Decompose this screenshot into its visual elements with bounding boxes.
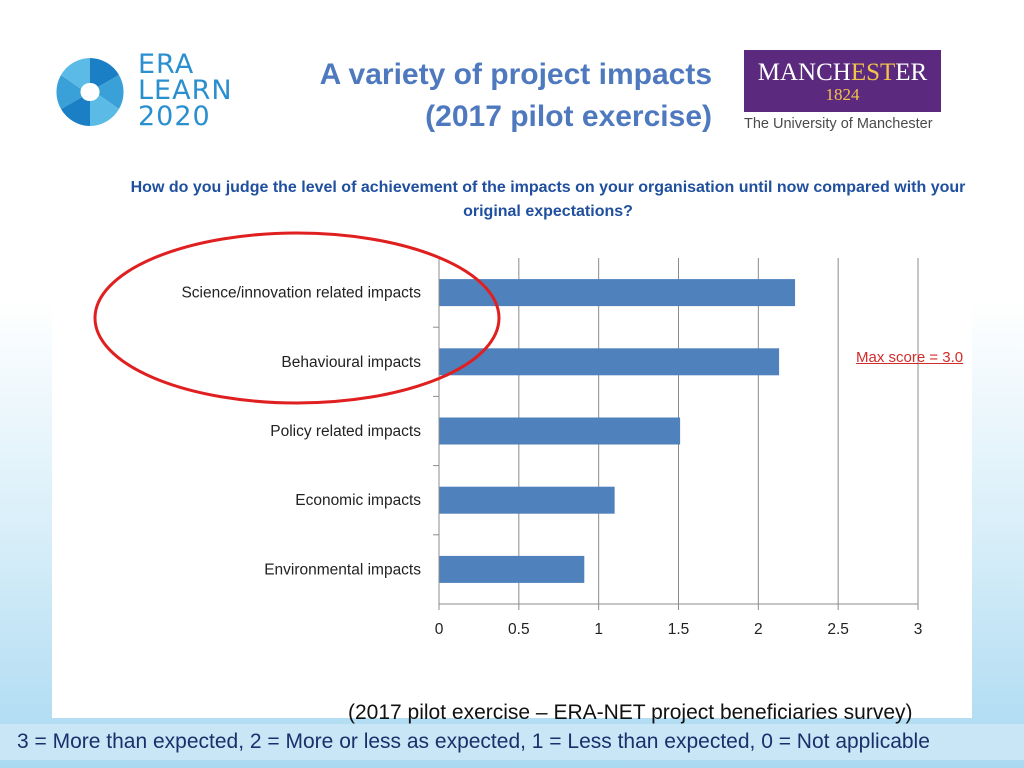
chart-labels: 0 0.5 1 1.5 2 2.5 3 Science/innovation related … [181, 285, 922, 638]
wordmark-part3: ER [895, 59, 928, 86]
x-tick-label: 2 [754, 621, 763, 638]
chart-bars [439, 279, 796, 583]
bar-5 [439, 555, 585, 583]
x-tick-label: 1 [594, 621, 603, 638]
scale-legend-text: 3 = More than expected, 2 = More or less… [17, 730, 930, 753]
wordmark-part1: MANCH [757, 59, 851, 86]
survey-question: How do you judge the level of achievemen… [130, 179, 966, 220]
logo-year-text: 2020 [138, 101, 211, 132]
wordmark-part2: EST [850, 59, 896, 86]
x-tick-label: 0 [435, 621, 444, 638]
category-label: Behavioural impacts [281, 354, 421, 371]
category-label: Policy related impacts [270, 423, 421, 440]
scale-legend-bar: 3 = More than expected, 2 = More or less… [0, 724, 1024, 760]
x-tick-label: 3 [914, 621, 923, 638]
slide-title-line2: (2017 pilot exercise) [425, 100, 712, 133]
university-subtitle: The University of Manchester [744, 116, 933, 132]
bar-3 [439, 417, 681, 445]
max-score-note: Max score = 3.0 [856, 349, 964, 366]
chart-axes [433, 258, 919, 610]
bar-2 [439, 348, 780, 376]
university-founded-year: 1824 [825, 85, 860, 104]
highlight-ellipse [93, 231, 501, 405]
category-label: Science/innovation related impacts [181, 285, 421, 302]
university-logo: MANCHESTER 1824 [744, 50, 941, 112]
slide-title-line1: A variety of project impacts [319, 58, 712, 91]
era-swirl-icon [56, 58, 124, 126]
x-tick-label: 2.5 [827, 621, 849, 638]
category-label: Economic impacts [295, 492, 421, 509]
university-wordmark: MANCHESTER [744, 60, 941, 86]
source-caption: (2017 pilot exercise – ERA-NET project b… [348, 701, 913, 724]
x-tick-label: 0.5 [508, 621, 530, 638]
x-tick-label: 1.5 [668, 621, 690, 638]
bar-1 [439, 279, 796, 307]
era-learn-logo: ERA LEARN 2020 [52, 50, 242, 135]
logo-learn-text: LEARN [138, 75, 233, 106]
logo-era-text: ERA [138, 49, 195, 80]
bar-4 [439, 486, 615, 514]
category-label: Environmental impacts [264, 561, 421, 578]
